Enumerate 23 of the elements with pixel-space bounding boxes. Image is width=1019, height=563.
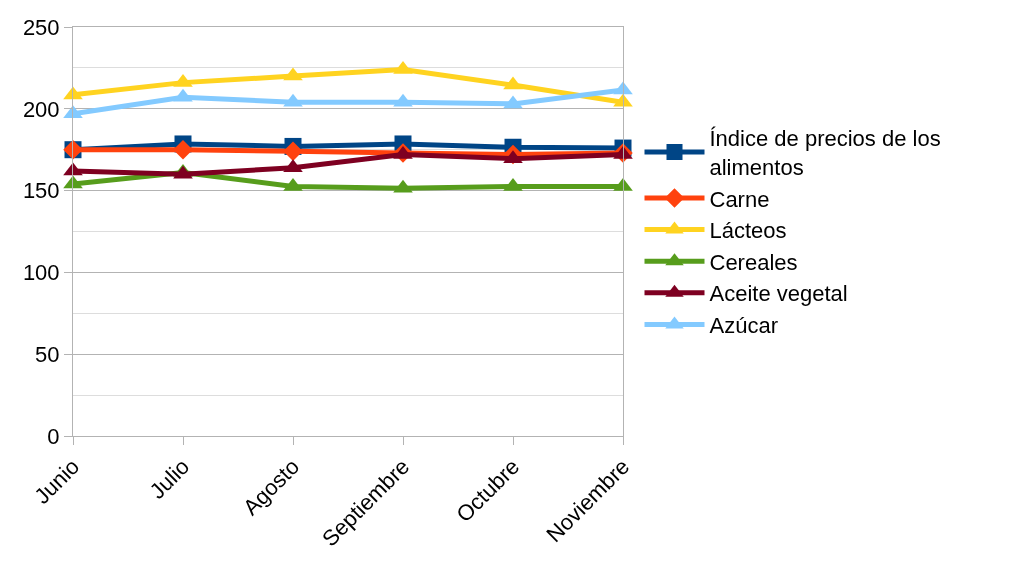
y-tick-label: 250 [22, 14, 60, 40]
y-tick-label: 50 [35, 341, 60, 367]
point [283, 93, 303, 107]
legend-label: Azúcar [709, 312, 778, 338]
point [393, 93, 413, 107]
legend-label: Índice de precios de los alimentos [709, 126, 941, 180]
point [283, 67, 303, 81]
y-tick-label: 100 [22, 260, 60, 286]
legend-label: Lácteos [709, 218, 787, 244]
point [503, 76, 523, 90]
y-tick-label: 200 [22, 96, 60, 122]
point [393, 179, 413, 193]
legend-label: Carne [709, 186, 770, 212]
point [613, 93, 633, 107]
point [283, 141, 303, 162]
point [173, 139, 193, 160]
point [503, 95, 523, 109]
x-tick-label: Julio [144, 454, 195, 504]
legend-label: Cereales [709, 249, 798, 275]
legend-label: Aceite vegetal [709, 281, 848, 307]
y-tick-label: 150 [22, 178, 60, 204]
y-tick-label: 0 [47, 423, 60, 449]
point [173, 88, 193, 102]
